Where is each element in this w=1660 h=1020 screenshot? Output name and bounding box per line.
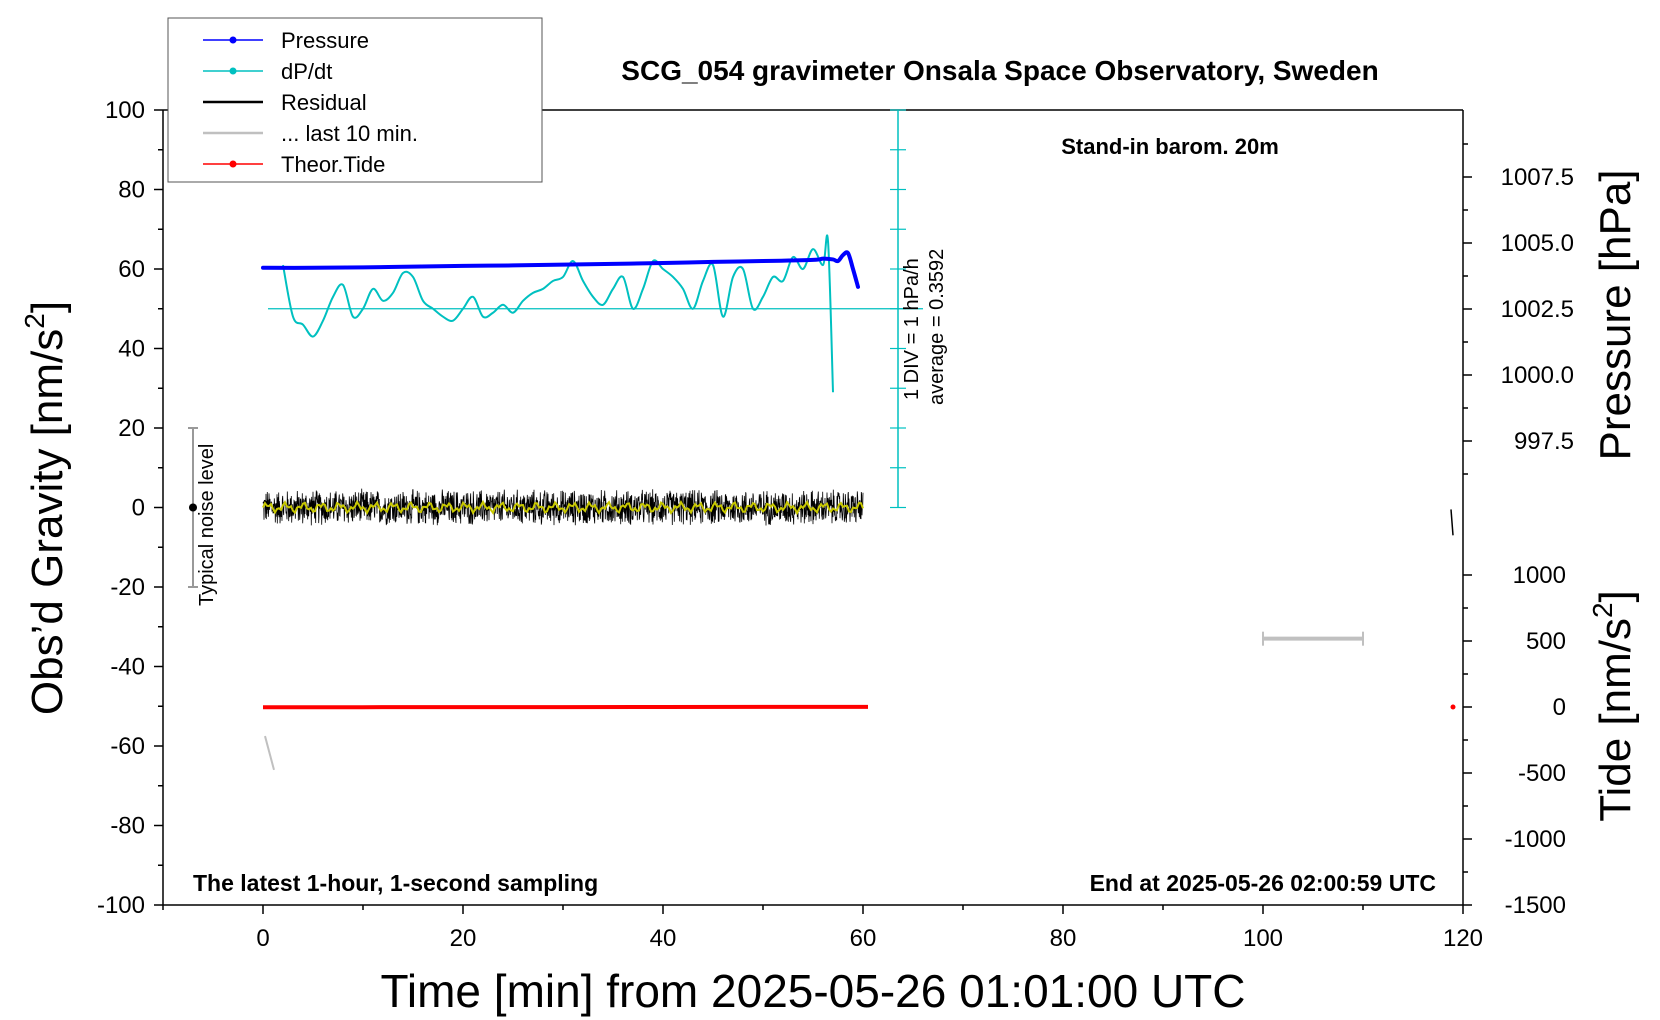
pressure-tick-label: 997.5 [1514,428,1574,455]
y-left-tick-label: -40 [110,654,145,681]
x-tick-label: 60 [850,925,877,952]
dpdt-scale-label-1: 1 DIV = 1 hPa/h [901,258,923,400]
legend: Pressure dP/dt Residual ... last 10 min. The… [167,17,543,183]
legend-label: Theor.Tide [281,152,385,177]
x-tick-label: 80 [1050,925,1077,952]
y-left-tick-label: -20 [110,574,145,601]
y-left-tick-label: 20 [118,415,145,442]
x-tick-label: 0 [256,925,269,952]
footer-left-note: The latest 1-hour, 1-second sampling [193,870,598,896]
y-left-tick-label: 60 [118,256,145,283]
legend-label: dP/dt [281,59,332,84]
chart-title: SCG_054 gravimeter Onsala Space Observat… [621,55,1378,86]
y-axis-left-title: Obs’d Gravity [nm/s2] [19,301,72,715]
tide-tick-label: -1000 [1505,826,1566,853]
axis-ticks: 0 20 40 60 80 100 120 100 80 60 40 20 0 -20 -40 -60 -80 -… [97,97,1574,952]
legend-swatch-marker [229,67,237,75]
pressure-tick-label: 1002.5 [1501,296,1574,323]
dpdt-series-line [282,234,834,393]
pressure-tick-label: 1005.0 [1501,230,1574,257]
y-left-tick-label: 100 [105,97,145,124]
legend-swatch-marker [229,36,237,44]
y-left-tick-label: 40 [118,336,145,363]
y-axis-tide-title-close: ] [1591,590,1640,602]
pressure-tick-label: 1000.0 [1501,362,1574,389]
residual-smoothed-line [262,499,864,516]
tide-tick-label: -1500 [1505,892,1566,919]
x-tick-label: 40 [650,925,677,952]
pressure-series-line [261,250,860,289]
y-axis-tide-title: Tide [nm/s2] [1587,590,1640,822]
pressure-tick-label: 1007.5 [1501,164,1574,191]
tide-tick-label: 0 [1553,694,1566,721]
series-layer [261,234,1456,771]
legend-box [167,17,543,183]
legend-swatch-marker [229,160,237,168]
y-left-tick-label: 80 [118,177,145,204]
legend-label: Residual [281,90,367,115]
x-tick-label: 120 [1443,925,1483,952]
y-axis-left-title-close: ] [23,301,72,313]
tide-tick-label: 500 [1526,628,1566,655]
noise-bar-center-dot [189,503,197,512]
residual-series-line [262,488,864,526]
x-axis-title: Time [min] from 2025-05-26 01:01:00 UTC [381,965,1246,1017]
y-left-tick-label: -80 [110,813,145,840]
y-left-tick-label: -100 [97,892,145,919]
footer-right-note: End at 2025-05-26 02:00:59 UTC [1090,870,1436,896]
y-left-tick-label: -60 [110,733,145,760]
chart-subtitle: Stand-in barom. 20m [1061,134,1279,159]
x-tick-label: 20 [450,925,477,952]
y-left-tick-label: 0 [132,495,145,522]
y-axis-tide-title-sup: 2 [1587,602,1618,618]
typical-noise-bar [188,427,198,588]
y-axis-left-title-sup: 2 [19,313,50,329]
dpdt-scale-axis [268,109,923,509]
y-axis-tide-title-main: Tide [nm/s [1591,618,1640,822]
x-tick-label: 100 [1243,925,1283,952]
dpdt-scale-label-2: average = 0.3592 [926,249,948,405]
last10-series-line [264,735,275,771]
noise-level-label: Typical noise level [196,444,218,606]
tide-last-marker [1450,704,1456,710]
legend-label: Pressure [281,28,369,53]
tide-tick-label: -500 [1518,760,1566,787]
residual-last-marker [1450,509,1454,536]
y-axis-pressure-title: Pressure [hPa] [1591,169,1640,460]
tide-tick-label: 1000 [1513,562,1566,589]
y-axis-left-title-main: Obs’d Gravity [nm/s [23,329,72,715]
legend-label: ... last 10 min. [281,121,418,146]
